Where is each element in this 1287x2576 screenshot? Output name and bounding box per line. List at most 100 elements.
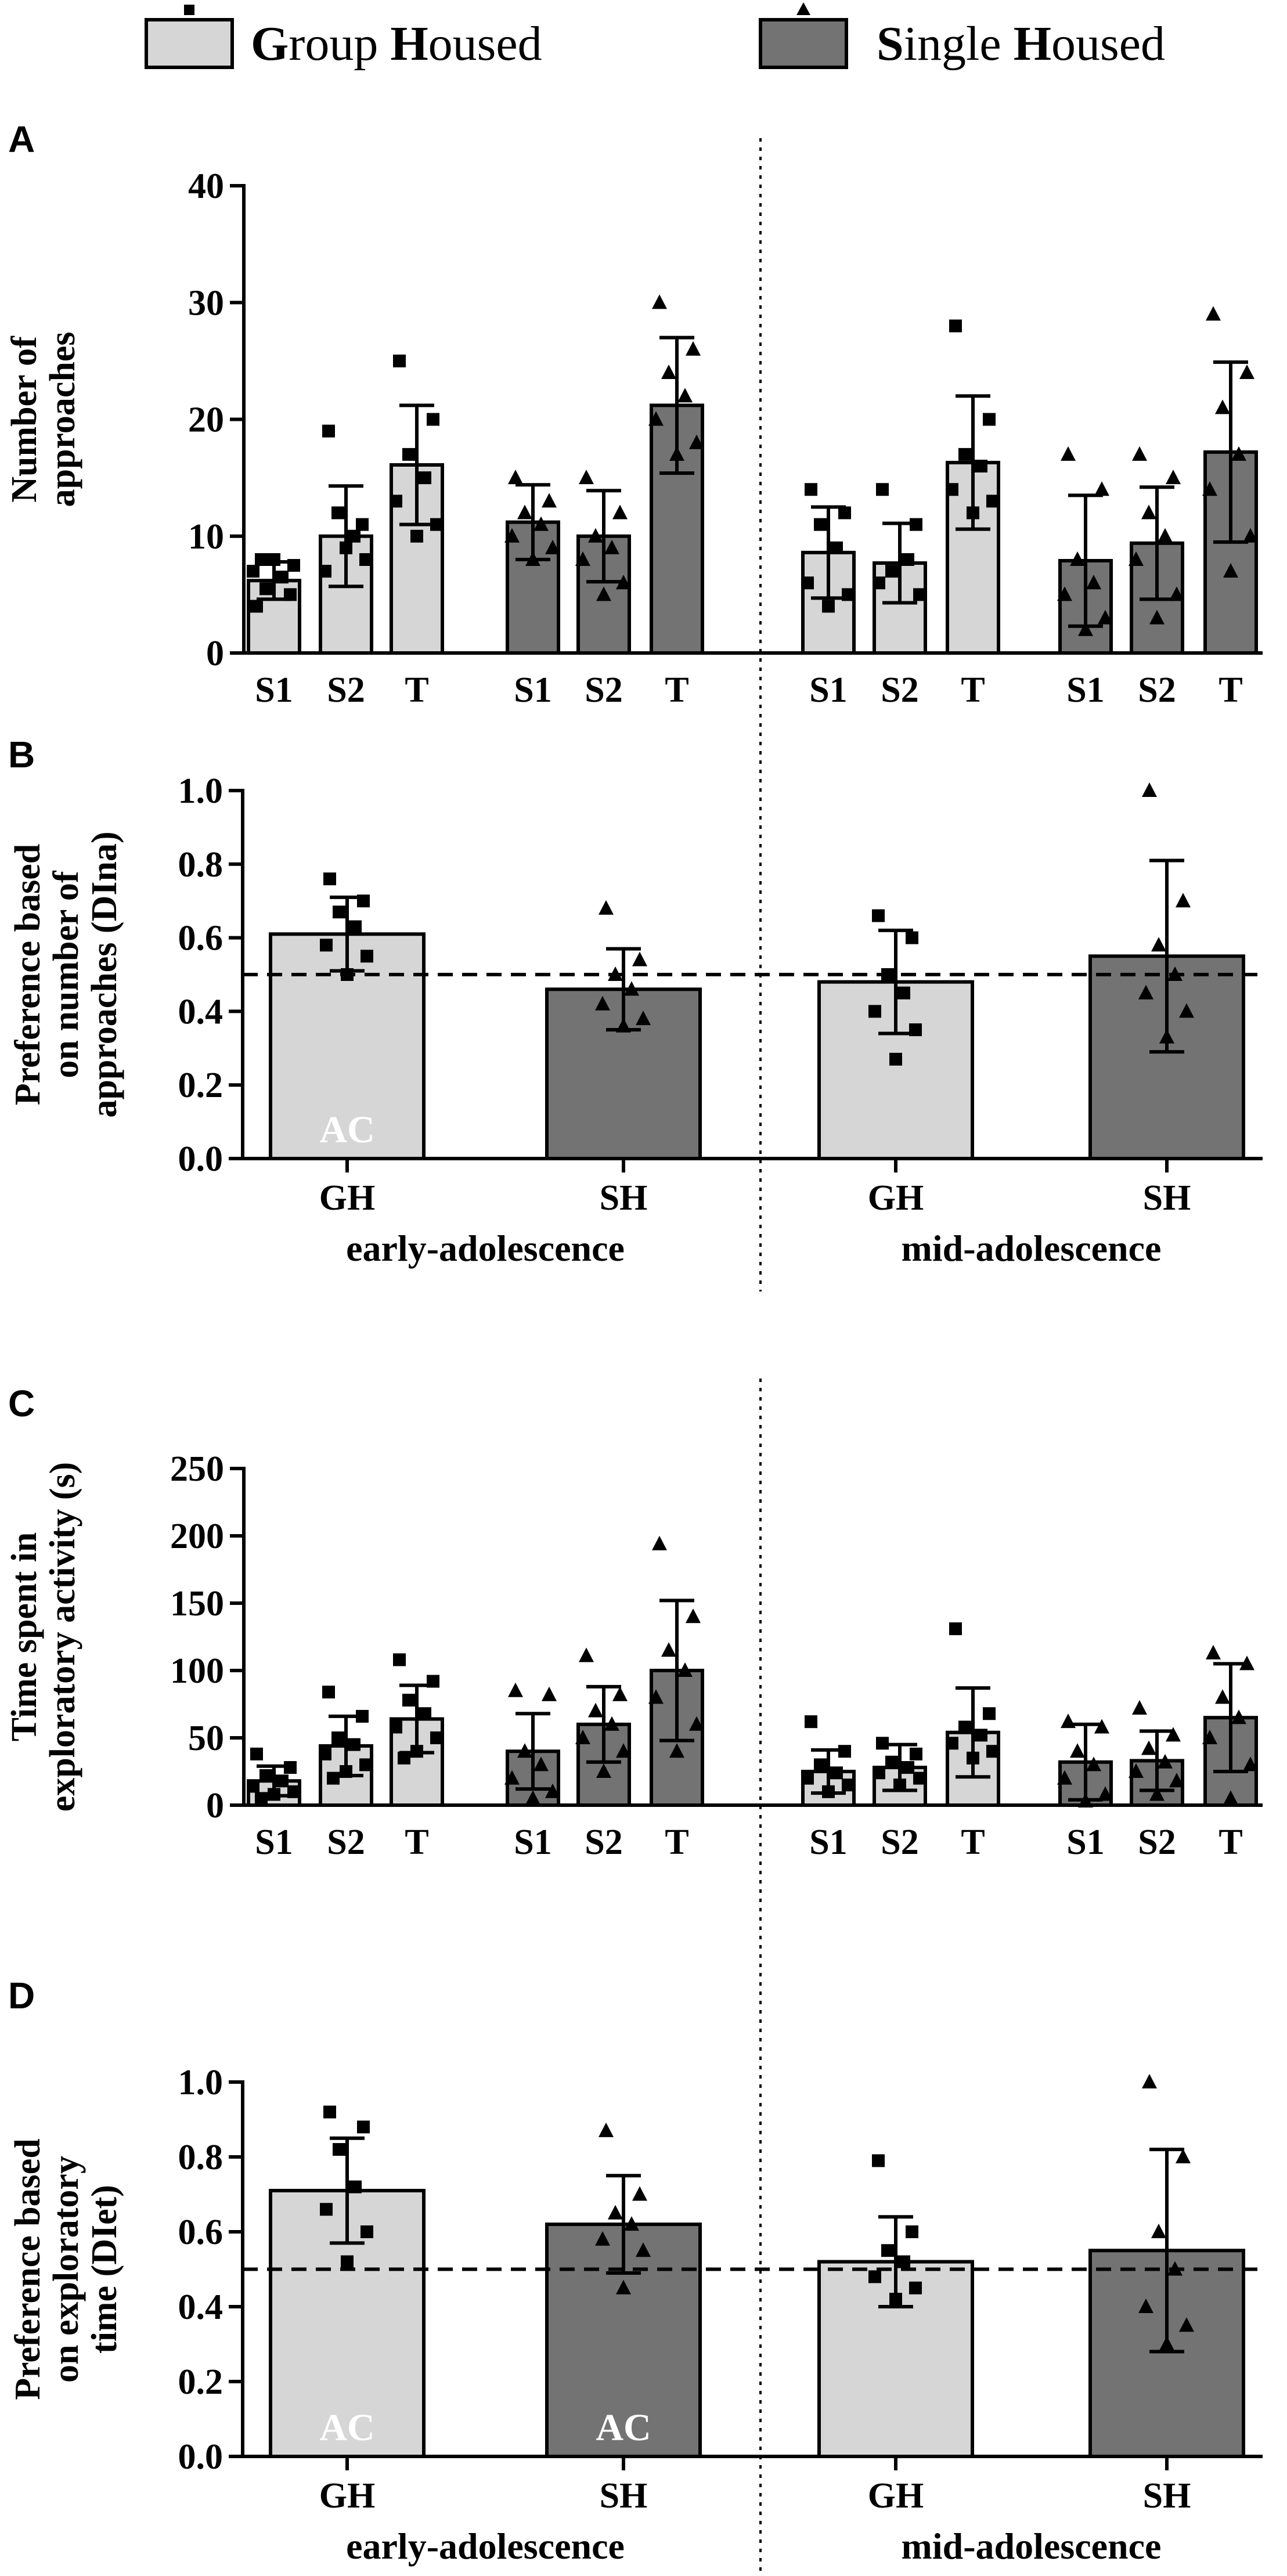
panel-a-x-tick-label: S2 <box>585 670 622 710</box>
panel-a-bar-data-point-triangle <box>1149 609 1165 625</box>
panel-c-bar-data-point-triangle <box>612 1686 628 1701</box>
panel-a-bar-data-point-triangle <box>1206 306 1221 321</box>
panel-d-x-tick-label: SH <box>600 2476 648 2516</box>
panel-b-x-tick-label: GH <box>868 1178 924 1218</box>
panel-a-bar-data-point-triangle <box>612 504 628 519</box>
panel-a-bar-data-point-triangle <box>596 586 611 601</box>
panel-c-bar-data-point-triangle <box>1098 1786 1113 1801</box>
panel-c-bar-data-point-triangle <box>1243 1756 1258 1772</box>
panel-a-bar-data-point-square <box>842 588 855 601</box>
panel-d-bar-data-point-triangle <box>616 2279 631 2294</box>
panel-a-bar-data-point-triangle <box>1239 365 1254 379</box>
panel-c-bar-data-point-square <box>255 1792 268 1805</box>
panel-c-bar-data-point-triangle <box>1141 1740 1156 1755</box>
panel-c-bar-data-point-triangle <box>1215 1689 1230 1704</box>
legend-sh-rest1: ingle <box>904 17 1014 71</box>
legend-group-housed: Group Housed <box>145 5 542 71</box>
legend-group-housed-swatch <box>145 18 234 69</box>
panel-c-bar-data-point-triangle <box>542 1686 557 1701</box>
panel-d-y-tick-label: 0.6 <box>178 2213 223 2252</box>
panel-d-bar-annotation: AC <box>596 2407 651 2449</box>
panel-a-bar-data-point-square <box>402 448 415 461</box>
legend-group-housed-label: Group Housed <box>251 17 542 71</box>
panel-d-y-tick-label: 0.0 <box>178 2437 223 2477</box>
panel-b-bar-data-point-square <box>349 920 362 933</box>
panel-a-bar-data-point-triangle <box>545 539 560 554</box>
panel-b-x-tick-label: GH <box>319 1178 375 1218</box>
panel-c-bar-data-point-triangle <box>1169 1773 1184 1788</box>
panel-a-bar-data-point-triangle <box>661 365 676 379</box>
panel-a-bar-data-point-square <box>986 495 999 508</box>
panel-c-bar-data-point-triangle <box>579 1647 594 1662</box>
panel-b-y-tick-label: 1.0 <box>178 771 223 811</box>
panel-b-bar-data-point-square <box>909 1023 922 1037</box>
panel-c-bar-data-point-square <box>390 1720 402 1734</box>
panel-a-bar-data-point-triangle <box>604 539 619 554</box>
panel-a-bar-data-point-square <box>348 529 360 543</box>
panel-b-group-label: early-adolescence <box>346 1228 625 1269</box>
panel-c-bar-data-point-triangle <box>1206 1644 1221 1659</box>
panel-d-bar-data-point-square <box>906 2225 918 2238</box>
panel-a-bar-data-point-triangle <box>677 388 693 403</box>
panel-a-bar-data-point-triangle <box>689 434 704 449</box>
panel-d-bar-data-point-triangle <box>1179 2317 1194 2332</box>
panel-d-group-label: early-adolescence <box>346 2526 625 2567</box>
panel-b-y-tick-label: 0.4 <box>178 992 223 1031</box>
panel-c-y-tick-label: 200 <box>170 1517 224 1556</box>
panel-a-bar-data-point-square <box>958 448 971 461</box>
panel-a-bar-data-point-square <box>430 518 443 531</box>
panel-a-bar-data-point-square <box>975 460 987 472</box>
panel-a-bar-data-point-triangle <box>588 528 603 543</box>
panel-a-bar-data-point-square <box>319 565 331 578</box>
panel-c-bar-data-point-square <box>949 1622 962 1636</box>
panel-b-y-axis-label: approaches (DIna) <box>85 831 124 1117</box>
panel-a-x-tick-label: T <box>1218 670 1242 710</box>
panel-b-bar-data-point-square <box>323 872 336 886</box>
panel-c-bar-data-point-triangle <box>1239 1655 1254 1671</box>
panel-d-bar-data-point-square <box>897 2255 910 2268</box>
panel-d-bar-data-point-triangle <box>632 2186 647 2201</box>
legend-single-housed: Single Housed <box>759 2 1165 71</box>
panel-a-bar-data-point-triangle <box>652 294 667 309</box>
panel-d-bar-data-point-triangle <box>624 2216 639 2231</box>
panel-c-bar-data-point-square <box>393 1653 406 1666</box>
panel-b-bar-data-point-square <box>357 894 370 908</box>
panel-d-bar-data-point-square <box>360 2225 373 2238</box>
panel-d-x-tick-label: GH <box>868 2476 924 2516</box>
panel-a-y-tick-label: 0 <box>206 634 224 673</box>
panel-c-bar-data-point-square <box>287 1785 300 1798</box>
panel-a-bar-data-point-square <box>902 553 914 566</box>
legend-gh-rest1: roup <box>289 17 390 71</box>
panel-c-bar-data-point-triangle <box>616 1743 631 1758</box>
panel-c-bar-data-point-triangle <box>1223 1790 1238 1805</box>
panel-d-bar-data-point-triangle <box>1138 2299 1153 2313</box>
legend-single-housed-label: Single Housed <box>877 17 1165 71</box>
panel-b-bar-data-point-square <box>897 986 910 1000</box>
panel-d-bar-data-point-triangle <box>1159 2336 1174 2351</box>
panel-a-bar-data-point-triangle <box>1202 481 1217 496</box>
panel-c-bar-data-point-triangle <box>686 1608 701 1623</box>
panel-a-bar-data-point-triangle <box>1141 504 1156 519</box>
panel-d-y-axis-label: Preference based <box>8 2138 48 2400</box>
legend-gh-first: G <box>251 17 289 71</box>
panel-b-y-tick-label: 0.8 <box>178 845 223 885</box>
panel-d-x-tick-label: GH <box>319 2476 375 2516</box>
panel-c-bar-data-point-triangle <box>545 1783 560 1798</box>
panel-a-x-tick-label: S1 <box>1066 670 1104 710</box>
panel-c-bar-data-point-square <box>430 1731 443 1744</box>
panel-b-x-tick-label: SH <box>600 1178 648 1218</box>
panel-c-bar-data-point-square <box>830 1766 843 1780</box>
panel-c-bar-data-point-triangle <box>1129 1763 1144 1778</box>
panel-c-bar-data-point-triangle <box>575 1730 590 1744</box>
panel-a-bar-data-point-square <box>983 413 996 426</box>
panel-label-d: D <box>8 1975 35 2016</box>
panel-b-group-label: mid-adolescence <box>902 1228 1162 1269</box>
panel-c-bar-data-point-square <box>975 1729 987 1742</box>
panel-a-bar-data-point-square <box>427 413 439 426</box>
panel-a-x-tick-label: T <box>405 670 428 710</box>
panel-a-x-tick-label: S2 <box>1138 670 1176 710</box>
panel-c-bar-data-point-triangle <box>588 1702 603 1718</box>
panel-b-bar-data-point-square <box>333 905 345 919</box>
panel-a-bar-data-point-square <box>910 518 922 531</box>
